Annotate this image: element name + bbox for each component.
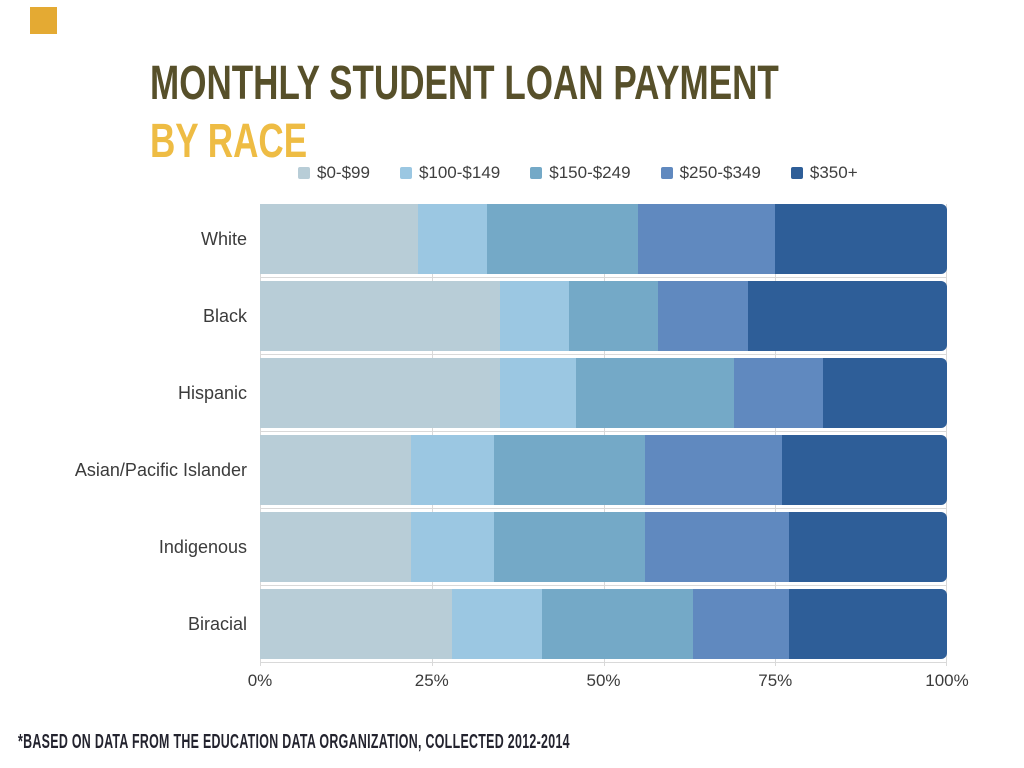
bar-segment — [541, 589, 693, 659]
bar-row — [260, 435, 947, 512]
bar-segment — [734, 358, 824, 428]
x-axis-tick-label: 75% — [758, 671, 793, 690]
bar-segment — [637, 204, 776, 274]
footnote: *BASED ON DATA FROM THE EDUCATION DATA O… — [18, 731, 908, 753]
bar-rows — [260, 204, 947, 666]
bar-segment — [260, 589, 453, 659]
bar-row — [260, 281, 947, 358]
stacked-bar — [260, 281, 947, 351]
bar-segment — [747, 281, 947, 351]
bar-segment — [658, 281, 748, 351]
bar-segment — [500, 358, 576, 428]
legend-swatch-icon — [399, 167, 412, 179]
bar-segment — [260, 512, 412, 582]
legend-item: $0-$99 — [298, 163, 370, 183]
row-separator-line — [260, 431, 947, 432]
row-separator-line — [260, 585, 947, 586]
bar-row — [260, 358, 947, 435]
title-block: MONTHLY STUDENT LOAN PAYMENT BY RACE — [150, 60, 1011, 166]
bar-segment — [644, 435, 783, 505]
bar-row — [260, 589, 947, 666]
bar-row — [260, 204, 947, 281]
page-subtitle: BY RACE — [150, 118, 1011, 166]
stacked-bar — [260, 204, 947, 274]
legend-item: $100-$149 — [399, 163, 501, 183]
stacked-bar — [260, 435, 947, 505]
page-subtitle-text: BY RACE — [150, 115, 308, 168]
page-title-text: MONTHLY STUDENT LOAN PAYMENT — [150, 57, 779, 110]
corner-accent-square — [30, 7, 57, 34]
legend-label: $150-$249 — [549, 163, 631, 182]
bar-segment — [411, 435, 494, 505]
legend-label: $250-$349 — [679, 163, 761, 182]
legend-swatch-icon — [790, 167, 803, 179]
stacked-bar — [260, 589, 947, 659]
chart-legend: $0-$99 $100-$149 $150-$249 $250-$349 $350+ — [298, 163, 858, 183]
row-separator-line — [260, 354, 947, 355]
row-separator-line — [260, 508, 947, 509]
row-separator-line — [260, 662, 947, 663]
bar-segment — [692, 589, 789, 659]
x-axis: 0% 25% 50% 75% 100% — [248, 671, 969, 693]
legend-swatch-icon — [298, 167, 310, 179]
plot-area — [260, 204, 947, 666]
legend-swatch-icon — [660, 167, 673, 179]
bar-segment — [782, 435, 947, 505]
category-label: Biracial — [187, 613, 247, 634]
bar-segment — [260, 358, 501, 428]
legend-label: $100-$149 — [418, 163, 501, 182]
bar-segment — [576, 358, 734, 428]
bar-segment — [493, 435, 645, 505]
bar-segment — [486, 204, 638, 274]
legend-swatch-icon — [530, 167, 543, 179]
x-axis-tick-label: 0% — [247, 671, 273, 690]
category-label: Indigenous — [158, 536, 247, 557]
bar-segment — [452, 589, 542, 659]
footnote-text: *BASED ON DATA FROM THE EDUCATION DATA O… — [18, 731, 570, 753]
stacked-bar — [260, 512, 947, 582]
category-labels: White Black Hispanic Asian/Pacific Islander… — [0, 204, 247, 666]
bar-segment — [260, 435, 412, 505]
category-label: White — [200, 228, 247, 249]
bar-segment — [411, 512, 494, 582]
category-label: Hispanic — [177, 382, 247, 403]
category-label: Asian/Pacific Islander — [74, 459, 247, 480]
x-axis-tick-label: 50% — [586, 671, 621, 690]
row-separator-line — [260, 277, 947, 278]
bar-segment — [418, 204, 487, 274]
legend-item: $350+ — [790, 163, 858, 183]
gridline — [946, 204, 947, 666]
x-axis-tick-label: 100% — [925, 671, 969, 690]
bar-segment — [775, 204, 947, 274]
bar-segment — [788, 589, 947, 659]
page-title: MONTHLY STUDENT LOAN PAYMENT — [150, 60, 1011, 108]
bar-segment — [823, 358, 947, 428]
bar-segment — [500, 281, 570, 351]
bar-segment — [260, 281, 501, 351]
bar-segment — [493, 512, 645, 582]
legend-item: $150-$249 — [530, 163, 631, 183]
legend-label: $0-$99 — [317, 163, 370, 182]
bar-row — [260, 512, 947, 589]
legend-item: $250-$349 — [660, 163, 761, 183]
category-label: Black — [202, 305, 247, 326]
legend-label: $350+ — [809, 163, 858, 182]
bar-segment — [260, 204, 418, 274]
bar-segment — [644, 512, 789, 582]
bar-segment — [569, 281, 659, 351]
bar-segment — [788, 512, 947, 582]
stacked-bar — [260, 358, 947, 428]
x-axis-tick-label: 25% — [414, 671, 449, 690]
